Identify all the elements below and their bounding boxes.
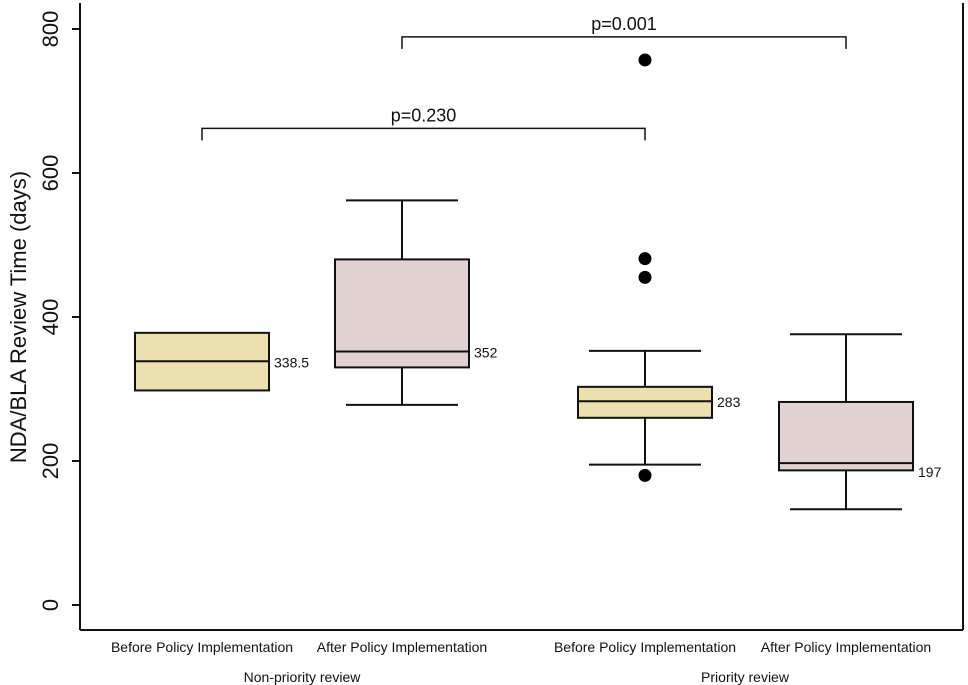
y-tick-label: 400 [38, 299, 63, 336]
y-tick-label: 200 [38, 443, 63, 480]
category-label: Before Policy Implementation [554, 639, 736, 655]
box-group: 338.5 [134, 331, 309, 392]
box-group: 197 [778, 333, 942, 511]
axes [79, 3, 964, 631]
bracket-line [401, 36, 847, 49]
y-tick-label: 800 [38, 11, 63, 48]
outlier-point [638, 53, 652, 67]
outlier-point [638, 468, 652, 482]
p-value-label: p=0.230 [391, 105, 457, 125]
boxes: 338.5 352 283 197 [134, 53, 942, 511]
box-group: 352 [334, 199, 498, 406]
box-iqr [577, 385, 713, 419]
box-iqr [778, 400, 914, 472]
y-ticks: 0 200 400 600 800 [38, 11, 80, 611]
box-group: 283 [577, 53, 741, 482]
median-label: 283 [717, 394, 741, 410]
category-label: After Policy Implementation [317, 639, 487, 655]
bracket-line [201, 127, 646, 141]
outlier-point [638, 270, 652, 284]
median-label: 197 [918, 464, 942, 480]
group-label: Non-priority review [244, 669, 362, 685]
box-iqr [334, 258, 470, 369]
median-label: 352 [474, 345, 498, 361]
p-value-label: p=0.001 [591, 14, 657, 34]
category-labels: Before Policy Implementation After Policy… [111, 639, 931, 655]
group-label: Priority review [701, 669, 790, 685]
significance-brackets: p=0.230 p=0.001 [201, 14, 847, 141]
group-labels: Non-priority review Priority review [244, 669, 790, 685]
category-label: Before Policy Implementation [111, 639, 293, 655]
median-label: 338.5 [274, 354, 309, 370]
significance-bracket: p=0.230 [201, 105, 646, 141]
outlier-point [638, 252, 652, 266]
y-axis-label: NDA/BLA Review Time (days) [6, 171, 31, 463]
significance-bracket: p=0.001 [401, 14, 847, 49]
y-tick-label: 600 [38, 155, 63, 192]
category-label: After Policy Implementation [761, 639, 931, 655]
y-tick-label: 0 [38, 599, 63, 611]
